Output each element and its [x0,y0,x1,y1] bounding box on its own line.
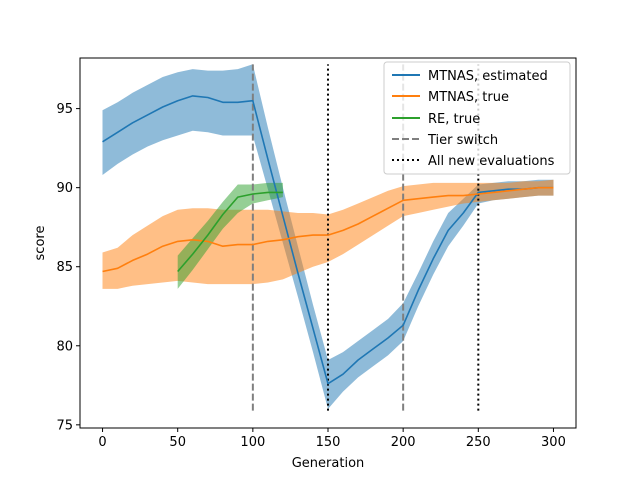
legend-label-mtnas-true: MTNAS, true [428,90,509,105]
x-tick-label: 100 [240,435,265,450]
x-tick-label: 200 [391,435,416,450]
y-tick-label: 75 [56,418,73,433]
vertical-lines [251,64,480,411]
line-re-true [177,191,283,273]
y-tick-label: 90 [56,181,73,196]
x-axis-ticks: 0 50 100 150 200 250 300 [98,428,566,450]
y-tick-label: 95 [56,102,73,117]
legend-label-re-true: RE, true [428,112,480,127]
y-axis-label: score [33,226,48,261]
x-tick-label: 300 [541,435,566,450]
legend-label-mtnas-estimated: MTNAS, estimated [428,69,548,84]
line-mtnas-true [102,186,554,273]
line-mtnas-estimated [102,95,554,385]
legend-label-all-new-evaluations: All new evaluations [428,154,555,169]
legend-label-tier-switch: Tier switch [427,133,498,148]
y-tick-label: 80 [56,339,73,354]
x-tick-label: 150 [316,435,341,450]
band-re-true [177,182,283,289]
x-tick-label: 0 [98,435,106,450]
x-tick-label: 250 [466,435,491,450]
legend-box [383,61,571,175]
x-axis-label: Generation [292,456,365,471]
x-tick-label: 50 [169,435,186,450]
legend: MTNAS, estimated MTNAS, true RE, true Ti… [383,61,571,175]
series-lines [102,95,554,385]
band-mtnas-estimated [102,64,554,410]
y-axis-ticks: 75 80 85 90 95 [56,102,80,433]
y-tick-label: 85 [56,260,73,275]
